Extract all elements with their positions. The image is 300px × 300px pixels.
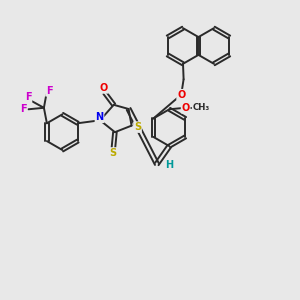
Text: O: O [182,103,190,113]
Text: S: S [134,122,141,132]
Text: CH₃: CH₃ [193,103,210,112]
Text: F: F [20,104,27,114]
Text: F: F [25,92,32,102]
Text: O: O [177,90,185,100]
Text: F: F [46,86,52,96]
Text: O: O [100,83,108,93]
Text: S: S [109,148,116,158]
Text: H: H [165,160,173,170]
Text: N: N [95,112,104,122]
